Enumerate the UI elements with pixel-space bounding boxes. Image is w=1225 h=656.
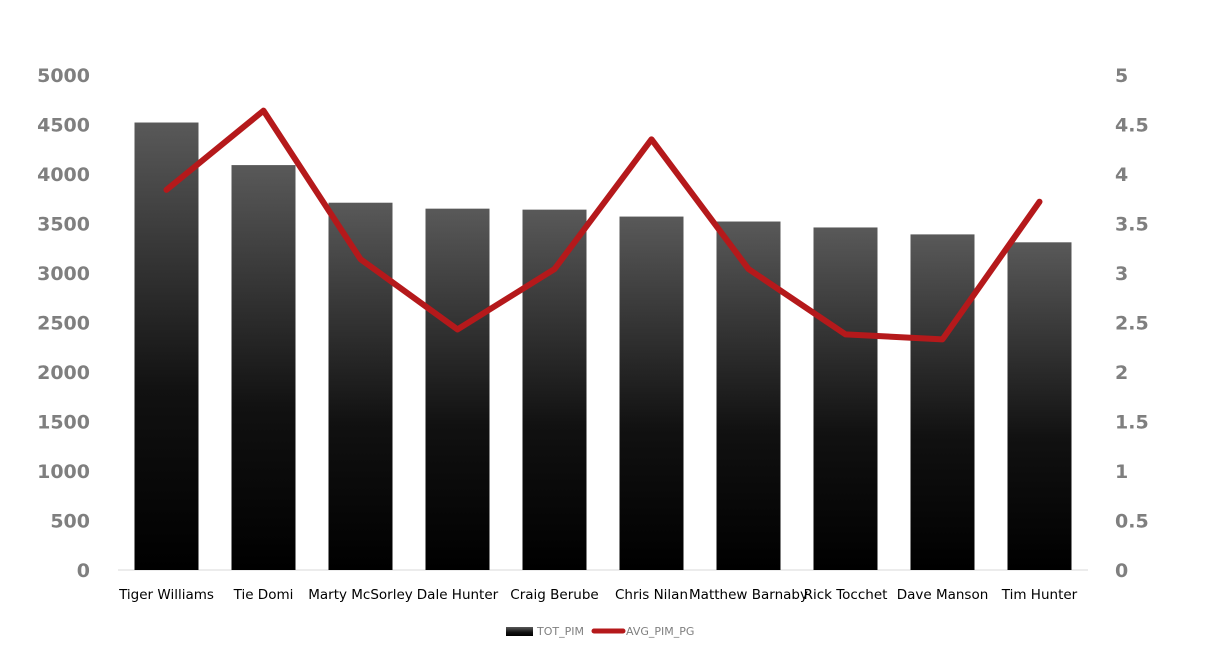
category-labels: Tiger Williams Tie Domi Marty McSorley Dale…	[118, 587, 1078, 603]
right-y-tick-label: 4	[1115, 164, 1128, 186]
bar-tot-pim	[619, 216, 684, 570]
bar-tot-pim	[910, 234, 975, 570]
category-label: Rick Tocchet	[804, 587, 888, 603]
category-label: Tie Domi	[233, 587, 294, 603]
right-y-tick-label: 3	[1115, 263, 1128, 285]
left-y-tick-label: 2500	[37, 313, 90, 335]
right-y-tick-label: 5	[1115, 65, 1128, 87]
category-label: Tiger Williams	[118, 587, 214, 603]
legend-swatch-tot-pim	[506, 627, 533, 636]
line-series-avg-pim-pg	[163, 107, 1043, 343]
left-y-tick-label: 4000	[37, 164, 90, 186]
right-y-tick-label: 2.5	[1115, 313, 1149, 335]
category-label: Tim Hunter	[1001, 587, 1078, 603]
left-y-tick-label: 4500	[37, 115, 90, 137]
right-y-tick-label: 4.5	[1115, 115, 1149, 137]
left-y-axis: 0 500 1000 1500 2000 2500 3000 3500 4000 4500 5000	[37, 65, 90, 582]
left-y-tick-label: 3500	[37, 214, 90, 236]
bar-tot-pim	[813, 227, 878, 570]
left-y-tick-label: 1500	[37, 412, 90, 434]
bar-tot-pim	[134, 122, 199, 571]
legend-label-avg-pim-pg: AVG_PIM_PG	[626, 625, 694, 638]
right-y-tick-label: 1.5	[1115, 412, 1149, 434]
bar-tot-pim	[231, 165, 296, 570]
bar-tot-pim	[328, 202, 393, 570]
right-y-tick-label: 1	[1115, 461, 1128, 483]
left-y-tick-label: 2000	[37, 362, 90, 384]
category-label: Craig Berube	[510, 587, 598, 603]
bar-tot-pim	[522, 209, 587, 570]
left-y-tick-label: 0	[77, 560, 90, 582]
bar-tot-pim	[1007, 242, 1072, 570]
left-y-tick-label: 5000	[37, 65, 90, 87]
right-y-tick-label: 3.5	[1115, 214, 1149, 236]
legend: TOT_PIM AVG_PIM_PG	[506, 625, 694, 638]
right-y-axis: 0 0.5 1 1.5 2 2.5 3 3.5 4 4.5 5	[1115, 65, 1149, 582]
category-label: Marty McSorley	[308, 587, 413, 603]
legend-label-tot-pim: TOT_PIM	[536, 625, 584, 638]
bar-tot-pim	[716, 221, 781, 570]
bar-tot-pim	[425, 208, 490, 570]
category-label: Dave Manson	[897, 587, 989, 603]
bar-series-tot-pim	[134, 122, 1072, 571]
left-y-tick-label: 3000	[37, 263, 90, 285]
category-label: Dale Hunter	[417, 587, 499, 603]
line-avg-pim-pg	[163, 107, 1043, 343]
category-label: Chris Nilan	[615, 587, 688, 603]
left-y-tick-label: 500	[50, 511, 90, 533]
right-y-tick-label: 0	[1115, 560, 1128, 582]
right-y-tick-label: 0.5	[1115, 511, 1149, 533]
left-y-tick-label: 1000	[37, 461, 90, 483]
right-y-tick-label: 2	[1115, 362, 1128, 384]
category-label: Matthew Barnaby	[689, 587, 808, 603]
